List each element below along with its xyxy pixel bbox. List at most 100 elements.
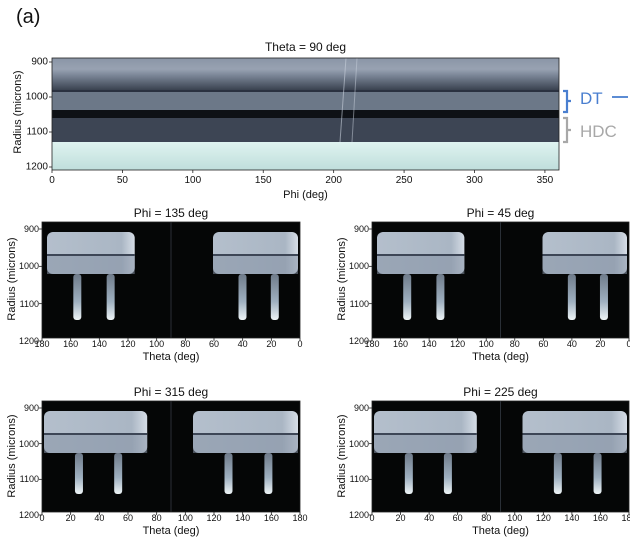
fill-tube bbox=[73, 274, 82, 320]
shell-interface-line bbox=[47, 254, 135, 256]
small-xtick-label: 100 bbox=[478, 339, 494, 349]
shell-interface-line bbox=[522, 433, 627, 435]
small-xtick-label: 140 bbox=[235, 513, 251, 523]
fill-tube bbox=[403, 274, 412, 320]
hdc-bracket bbox=[563, 116, 571, 144]
small-plot-xlabel: Theta (deg) bbox=[472, 525, 529, 537]
small-xtick-label: 0 bbox=[39, 513, 45, 523]
fill-tube bbox=[404, 453, 413, 494]
small-xtick-label: 80 bbox=[481, 513, 492, 523]
small-xtick-label: 40 bbox=[237, 339, 248, 349]
small-plot-frame bbox=[371, 221, 630, 339]
fill-tube bbox=[436, 274, 445, 320]
small-plot-frame bbox=[371, 400, 630, 513]
top-xtick-label: 50 bbox=[116, 175, 128, 186]
small-xtick-label: 60 bbox=[208, 339, 220, 349]
small-plot-image-2 bbox=[371, 221, 630, 339]
small-xtick-label: 100 bbox=[149, 339, 165, 349]
fill-tube bbox=[270, 274, 279, 320]
small-xtick-label: 140 bbox=[91, 339, 107, 349]
small-ytick-label: 1100 bbox=[19, 298, 39, 309]
small-plot-xlabel: Theta (deg) bbox=[472, 351, 529, 363]
top-xtick-label: 350 bbox=[536, 175, 554, 186]
small-xtick-label: 20 bbox=[595, 339, 606, 349]
shell-interface-line bbox=[542, 254, 627, 256]
small-xtick-label: 160 bbox=[63, 339, 79, 349]
small-xtick-label: 160 bbox=[263, 513, 279, 523]
small-plot-ylabel: Radius (microns) bbox=[6, 413, 18, 498]
top-xtick-label: 200 bbox=[325, 175, 342, 186]
top-plot-ylabel: Radius (microns) bbox=[12, 70, 24, 154]
top-ytick-label: 1100 bbox=[26, 126, 48, 138]
small-plot-frame bbox=[41, 221, 301, 339]
fill-tube bbox=[224, 453, 233, 494]
small-ytick-label: 1100 bbox=[349, 298, 369, 309]
shell-lower-shade bbox=[193, 435, 298, 453]
small-plot-ylabel: Radius (microns) bbox=[6, 237, 18, 321]
small-ytick-label: 1100 bbox=[349, 474, 369, 485]
small-ytick-label: 1200 bbox=[348, 336, 369, 346]
fill-tube bbox=[443, 453, 452, 494]
fill-tube bbox=[106, 274, 115, 320]
small-xtick-label: 100 bbox=[177, 513, 193, 523]
fill-tube bbox=[238, 274, 247, 320]
small-xtick-label: 40 bbox=[424, 513, 435, 523]
shell-interface-line bbox=[193, 433, 298, 435]
small-ytick-label: 900 bbox=[23, 403, 39, 413]
small-xtick-label: 80 bbox=[180, 339, 191, 349]
small-xtick-label: 180 bbox=[364, 339, 380, 349]
top-mid-band bbox=[52, 92, 559, 110]
small-xtick-label: 60 bbox=[538, 339, 549, 349]
top-xtick-label: 100 bbox=[184, 175, 202, 186]
dt-bracket bbox=[563, 89, 571, 114]
small-xtick-label: 180 bbox=[292, 513, 308, 523]
top-ytick-label: 1000 bbox=[25, 91, 48, 103]
small-plot-image-3 bbox=[41, 400, 301, 513]
small-xtick-label: 180 bbox=[621, 513, 630, 523]
shell-lower-shade bbox=[374, 435, 477, 453]
small-plot-title: Phi = 45 deg bbox=[466, 206, 535, 220]
fill-tube bbox=[593, 453, 602, 494]
small-plot-xlabel: Theta (deg) bbox=[142, 351, 200, 363]
small-plot-image-4 bbox=[371, 400, 630, 513]
small-plot-image-1 bbox=[41, 221, 301, 339]
shell-lower-shade bbox=[522, 435, 627, 453]
top-plot-title: Theta = 90 deg bbox=[264, 40, 347, 54]
small-ytick-label: 1200 bbox=[348, 510, 369, 520]
small-plot-title: Phi = 135 deg bbox=[133, 206, 209, 220]
small-plot-xlabel: Theta (deg) bbox=[142, 525, 200, 537]
small-xtick-label: 60 bbox=[452, 513, 463, 523]
top-ytick-label: 1200 bbox=[25, 161, 48, 173]
small-ytick-label: 1000 bbox=[18, 261, 39, 272]
shell-interface-line bbox=[213, 254, 298, 256]
small-ytick-label: 900 bbox=[23, 224, 39, 234]
small-xtick-label: 160 bbox=[592, 513, 608, 523]
top-xtick-label: 250 bbox=[395, 175, 413, 186]
top-cyan-region bbox=[52, 142, 559, 170]
fill-tube bbox=[74, 453, 83, 494]
small-xtick-label: 100 bbox=[507, 513, 523, 523]
top-xtick-label: 150 bbox=[254, 175, 272, 186]
top-plot-xlabel: Phi (deg) bbox=[283, 189, 328, 201]
shell-interface-line bbox=[377, 254, 465, 256]
top-shell-region bbox=[52, 58, 559, 90]
small-xtick-label: 120 bbox=[535, 513, 551, 523]
fill-tube bbox=[264, 453, 273, 494]
small-plot-frame bbox=[41, 400, 301, 513]
small-ytick-label: 900 bbox=[353, 403, 369, 413]
fill-tube bbox=[553, 453, 562, 494]
top-streak bbox=[351, 57, 358, 143]
small-ytick-label: 1000 bbox=[348, 261, 369, 272]
small-plot-title: Phi = 225 deg bbox=[463, 385, 538, 399]
small-xtick-label: 80 bbox=[509, 339, 520, 349]
small-ytick-label: 900 bbox=[353, 224, 369, 234]
small-xtick-label: 20 bbox=[395, 513, 406, 523]
fill-tube bbox=[114, 453, 123, 494]
small-xtick-label: 20 bbox=[266, 339, 277, 349]
top-xtick-label: 0 bbox=[49, 175, 55, 186]
small-plot-ylabel: Radius (microns) bbox=[336, 237, 348, 321]
small-xtick-label: 120 bbox=[120, 339, 136, 349]
top-plot-frame bbox=[51, 57, 560, 171]
shell-lower-shade bbox=[44, 435, 148, 453]
